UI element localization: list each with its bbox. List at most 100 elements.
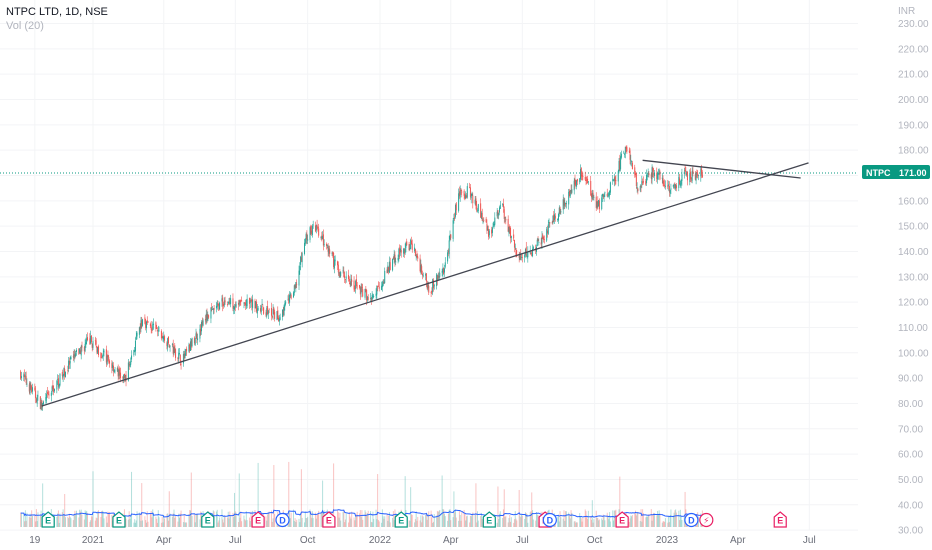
time-tick-label: Oct bbox=[587, 535, 603, 546]
volume-bar bbox=[355, 515, 357, 527]
candle-body bbox=[392, 258, 394, 271]
volume-bar bbox=[101, 510, 103, 527]
volume-bar bbox=[354, 520, 356, 527]
volume-bar bbox=[81, 514, 83, 527]
volume-bar bbox=[570, 510, 572, 527]
volume-bar bbox=[167, 513, 169, 527]
volume-bar bbox=[438, 510, 440, 527]
candle-body bbox=[348, 275, 350, 279]
volume-bar bbox=[229, 511, 231, 527]
volume-bar bbox=[218, 520, 220, 527]
volume-bar bbox=[67, 516, 69, 527]
volume-bar bbox=[609, 521, 611, 527]
candle-body bbox=[288, 298, 290, 304]
earnings-marker-shape bbox=[41, 511, 55, 528]
earnings-marker-shape bbox=[112, 511, 126, 528]
candle-body bbox=[240, 300, 242, 302]
earnings-marker[interactable]: E bbox=[41, 511, 55, 528]
volume-bar bbox=[273, 465, 275, 527]
candle-body bbox=[284, 302, 286, 307]
candle-body bbox=[414, 249, 416, 256]
candle-body bbox=[596, 201, 598, 208]
candle-body bbox=[442, 268, 444, 273]
volume-bar bbox=[584, 509, 586, 527]
earnings-marker[interactable]: E bbox=[112, 511, 126, 528]
candle-body bbox=[267, 306, 269, 315]
dividend-marker[interactable]: D bbox=[684, 512, 699, 528]
candle-body bbox=[320, 237, 322, 238]
earnings_future-marker[interactable]: E bbox=[615, 511, 629, 528]
volume-bar bbox=[249, 521, 251, 527]
candle-body bbox=[519, 255, 521, 260]
earnings_future-marker[interactable]: E bbox=[251, 511, 265, 528]
candle-body bbox=[618, 161, 620, 172]
candle-body bbox=[437, 274, 439, 280]
earnings_future-marker-shape bbox=[322, 511, 336, 528]
symbol-title[interactable]: NTPC LTD, 1D, NSE bbox=[6, 6, 108, 18]
candle-body bbox=[595, 196, 597, 208]
candle-body bbox=[597, 200, 599, 206]
candle-body bbox=[443, 268, 445, 275]
earnings_future-marker[interactable]: E bbox=[322, 511, 336, 528]
volume-bar bbox=[268, 511, 270, 527]
candle-body bbox=[322, 236, 324, 239]
event-markers[interactable]: EEEEDEEEEDED⚡E bbox=[41, 511, 787, 528]
candle-body bbox=[507, 218, 509, 232]
candle-body bbox=[152, 323, 154, 329]
candle-body bbox=[492, 222, 494, 227]
candle-body bbox=[397, 257, 399, 261]
earnings-marker[interactable]: E bbox=[482, 511, 496, 528]
candle-body bbox=[400, 249, 402, 253]
volume-bar bbox=[481, 519, 483, 527]
candle-body bbox=[663, 184, 665, 187]
price-axis[interactable]: 230.00220.00210.00200.00190.00180.00170.… bbox=[898, 19, 929, 550]
volume-bar bbox=[664, 521, 666, 527]
volume-indicator-label[interactable]: Vol (20) bbox=[6, 20, 44, 32]
dividend-marker[interactable]: D bbox=[542, 512, 557, 528]
candle-body bbox=[356, 285, 358, 287]
volume-bar bbox=[669, 514, 671, 527]
candle-body bbox=[256, 301, 258, 312]
volume-bar bbox=[217, 522, 219, 527]
dividend-marker-label: D bbox=[279, 516, 286, 526]
volume-bar bbox=[156, 518, 158, 527]
candle-body bbox=[190, 341, 192, 351]
candle-body bbox=[86, 337, 88, 341]
split-marker[interactable]: ⚡ bbox=[699, 512, 714, 528]
earnings-marker[interactable]: E bbox=[201, 511, 215, 528]
candle-body bbox=[662, 178, 664, 185]
candle-body bbox=[252, 299, 254, 309]
earnings-marker-label: E bbox=[486, 516, 492, 526]
price-tick-label: 30.00 bbox=[898, 526, 923, 537]
volume-bar bbox=[30, 517, 32, 527]
volume-bar bbox=[25, 520, 27, 527]
dividend-marker[interactable]: D bbox=[275, 512, 290, 528]
trendlines[interactable] bbox=[41, 159, 809, 407]
candle-body bbox=[458, 191, 460, 197]
candle-body bbox=[551, 222, 553, 224]
volume-bar bbox=[366, 515, 368, 527]
candle-body bbox=[568, 191, 570, 205]
candle-body bbox=[202, 320, 204, 326]
volume-bar bbox=[524, 518, 526, 527]
volume-bar bbox=[634, 513, 636, 527]
volume-bar bbox=[197, 514, 199, 527]
volume-bar bbox=[653, 512, 655, 527]
candle-body bbox=[524, 254, 526, 258]
volume-bar bbox=[373, 518, 375, 527]
candle-body bbox=[637, 188, 639, 192]
candle-body bbox=[251, 299, 253, 308]
volume-bar bbox=[497, 486, 499, 527]
candle-body bbox=[144, 317, 146, 324]
earnings_future-marker[interactable]: E bbox=[773, 511, 787, 528]
volume-bar bbox=[108, 512, 110, 527]
earnings_future-marker-label: E bbox=[777, 516, 783, 526]
candle-body bbox=[333, 252, 335, 268]
time-axis[interactable]: 19 2021 Apr Jul Oct 2022 Apr Jul Oct 2023 Apr Jul bbox=[29, 535, 815, 546]
price-tick-label: 110.00 bbox=[898, 323, 928, 334]
candle-body bbox=[366, 296, 368, 301]
volume-bar bbox=[224, 516, 226, 527]
volume-bar bbox=[509, 514, 511, 527]
earnings-marker[interactable]: E bbox=[394, 511, 408, 528]
